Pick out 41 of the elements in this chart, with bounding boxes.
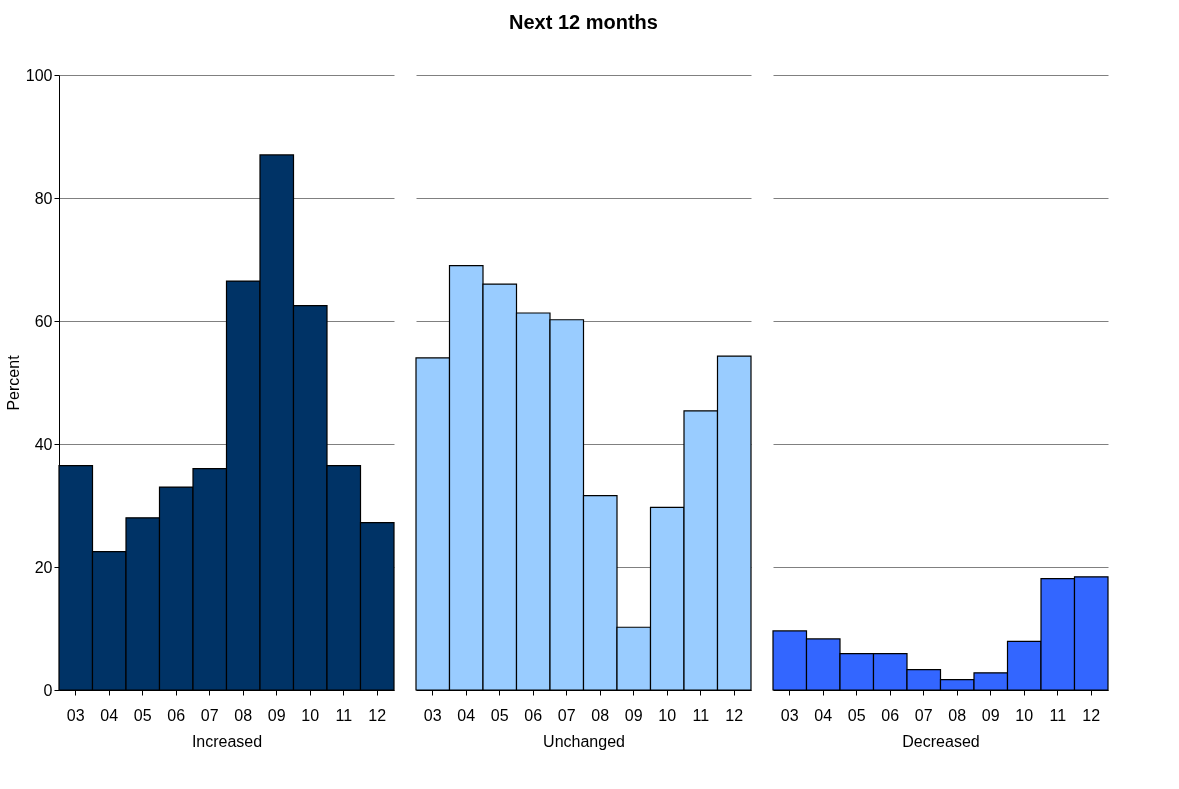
x-tick-label: 07 bbox=[914, 706, 933, 724]
x-tick-label: 04 bbox=[100, 706, 119, 724]
y-tick-label: 80 bbox=[34, 189, 53, 207]
x-tick-label: 10 bbox=[658, 706, 677, 724]
x-tick-label: 12 bbox=[725, 706, 744, 724]
x-tick-label: 09 bbox=[267, 706, 286, 724]
x-tick-label: 09 bbox=[981, 706, 1000, 724]
x-axis-title: Unchanged bbox=[543, 732, 625, 750]
x-tick-label: 07 bbox=[200, 706, 219, 724]
x-tick-label: 04 bbox=[814, 706, 833, 724]
y-tick-label: 60 bbox=[34, 312, 53, 330]
x-tick-label: 05 bbox=[847, 706, 866, 724]
x-tick-label: 05 bbox=[490, 706, 509, 724]
x-tick-label: 08 bbox=[591, 706, 610, 724]
chart-title: Next 12 months bbox=[509, 11, 658, 33]
x-tick-label: 09 bbox=[624, 706, 643, 724]
x-tick-label: 06 bbox=[524, 706, 543, 724]
x-tick-label: 07 bbox=[557, 706, 576, 724]
x-tick-label: 06 bbox=[167, 706, 186, 724]
y-tick-label: 40 bbox=[34, 435, 53, 453]
y-axis-title: Percent bbox=[4, 354, 22, 411]
x-tick-label: 03 bbox=[66, 706, 85, 724]
x-tick-label: 10 bbox=[301, 706, 320, 724]
x-tick-label: 11 bbox=[335, 706, 353, 724]
x-tick-label: 08 bbox=[234, 706, 253, 724]
x-tick-label: 12 bbox=[1082, 706, 1101, 724]
x-tick-label: 12 bbox=[368, 706, 387, 724]
x-tick-label: 10 bbox=[1015, 706, 1034, 724]
x-tick-label: 08 bbox=[948, 706, 967, 724]
x-axis-title: Decreased bbox=[902, 732, 980, 750]
y-tick-label: 100 bbox=[25, 66, 53, 84]
x-tick-label: 03 bbox=[780, 706, 799, 724]
x-tick-label: 11 bbox=[1049, 706, 1067, 724]
y-tick-label: 20 bbox=[34, 558, 53, 576]
x-tick-label: 11 bbox=[692, 706, 710, 724]
x-tick-label: 04 bbox=[457, 706, 476, 724]
x-tick-label: 06 bbox=[881, 706, 900, 724]
x-tick-label: 05 bbox=[133, 706, 152, 724]
x-tick-label: 03 bbox=[423, 706, 442, 724]
x-axis-title: Increased bbox=[191, 732, 263, 750]
y-tick-label: 0 bbox=[43, 681, 53, 699]
